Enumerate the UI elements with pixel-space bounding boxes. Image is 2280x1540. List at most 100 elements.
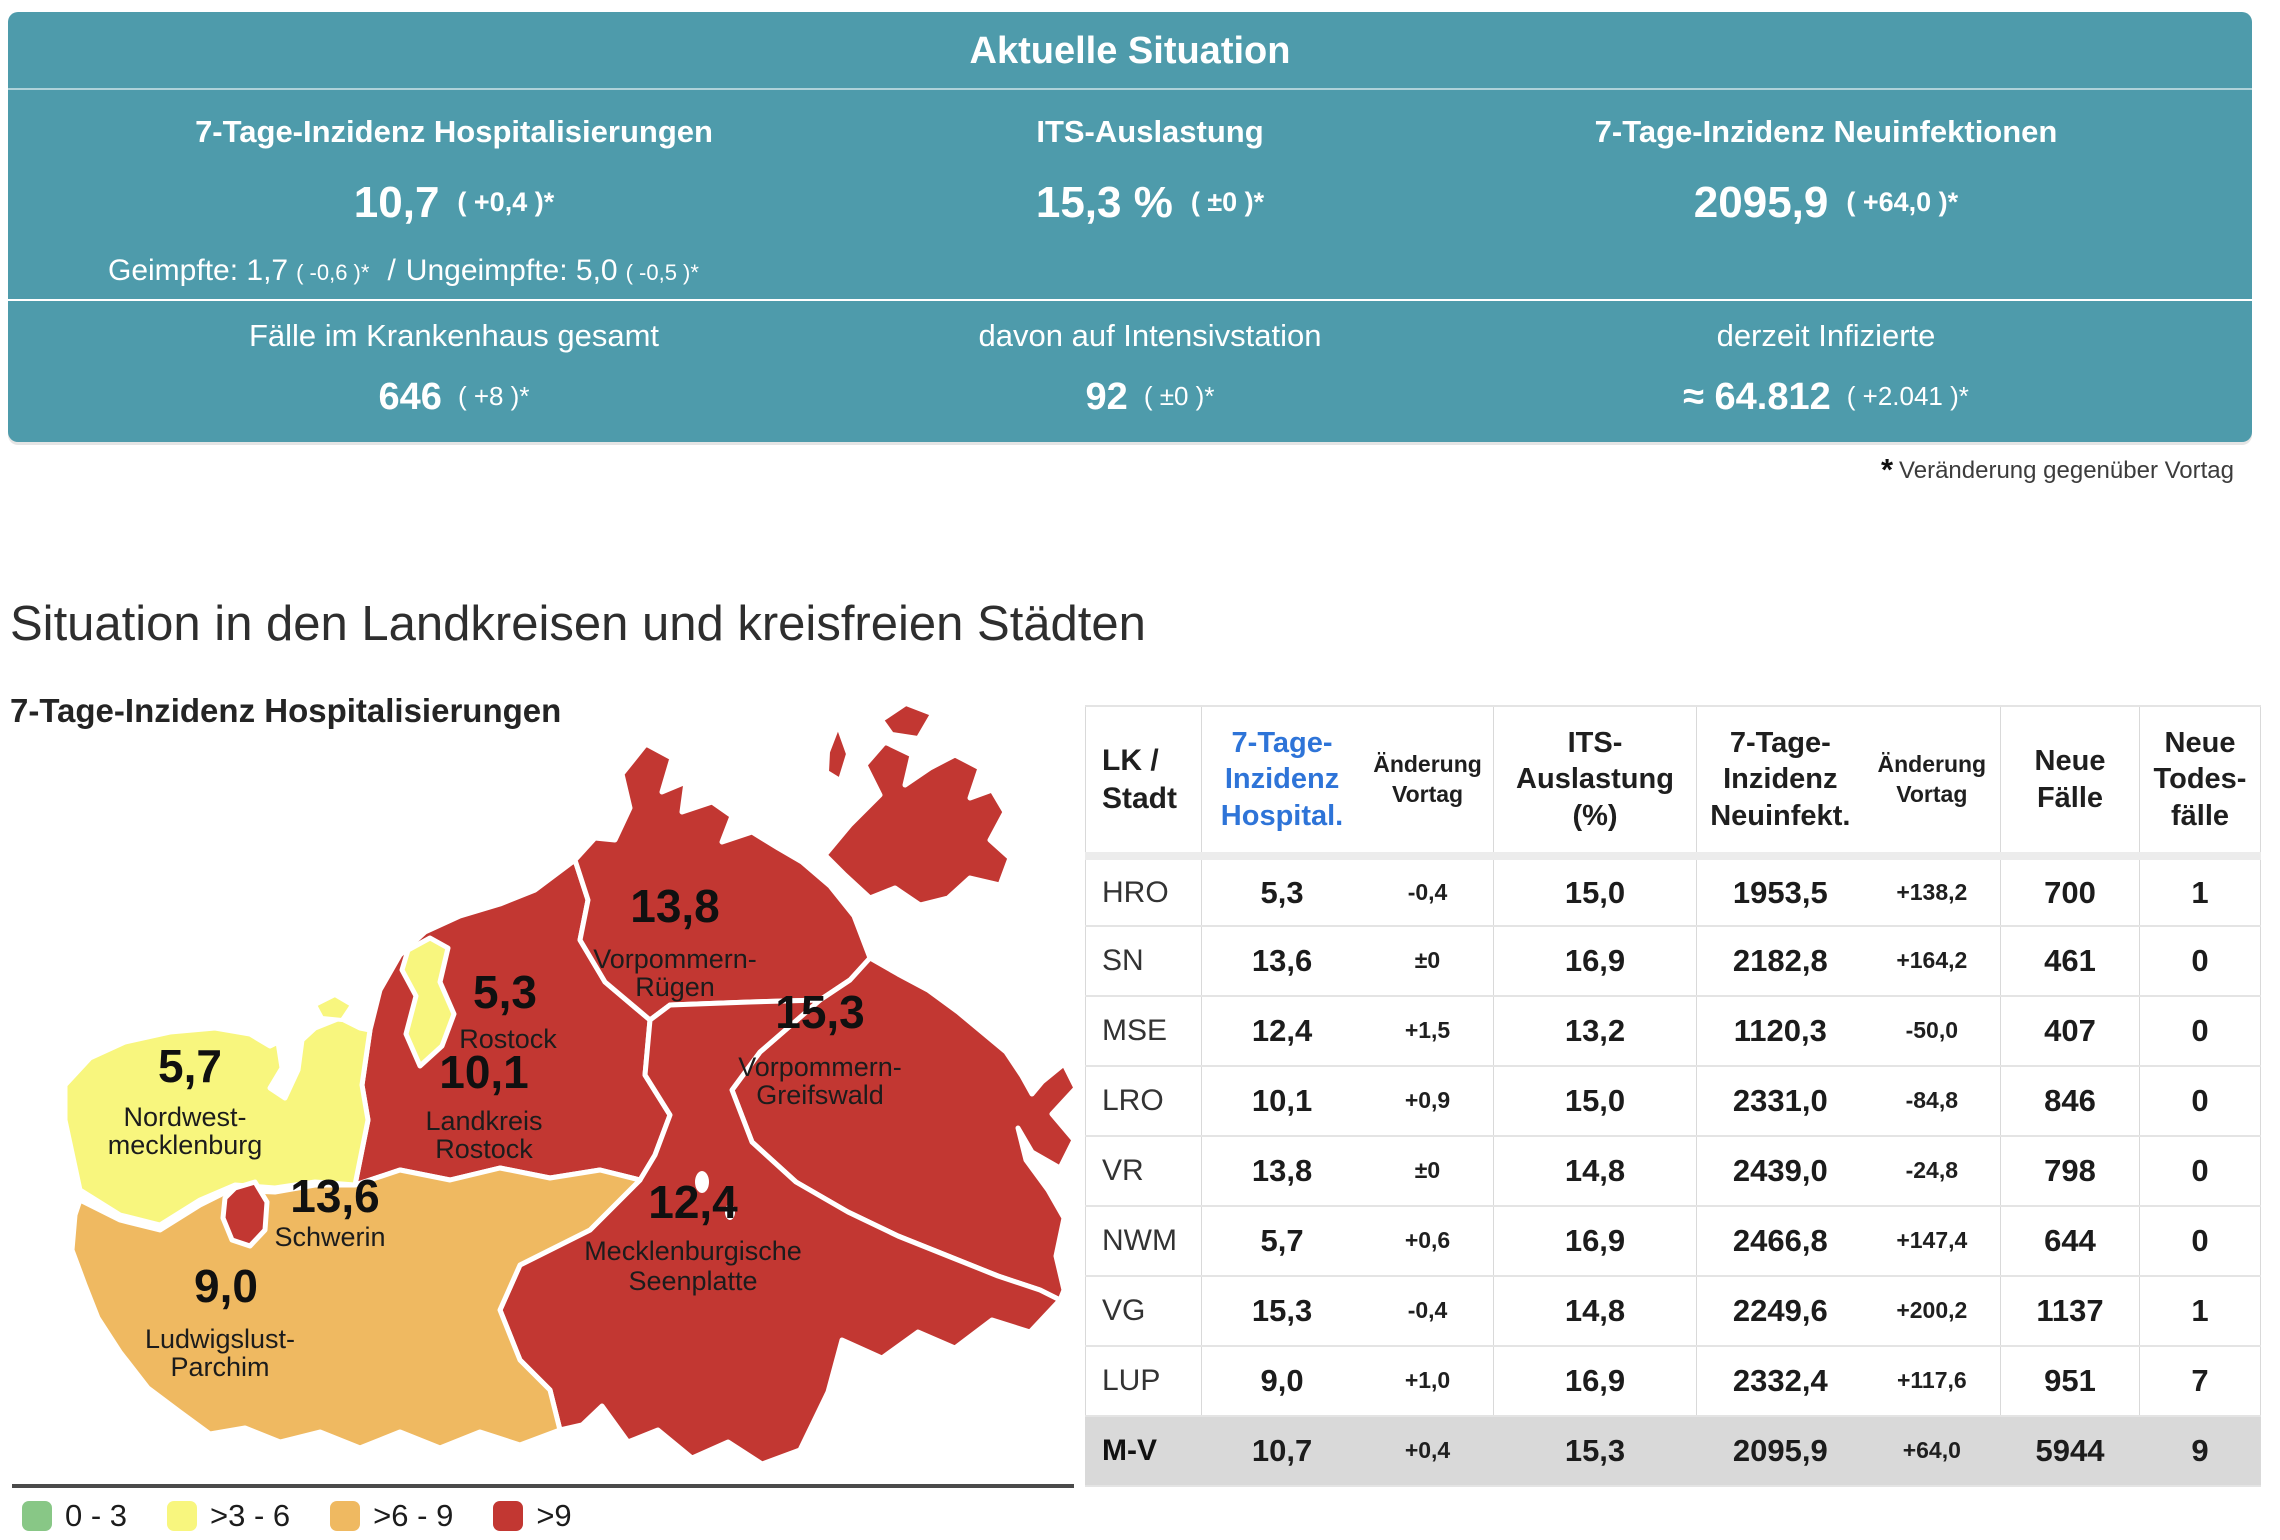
cell-hospital-incidence: 9,0 bbox=[1260, 1363, 1304, 1398]
stat-value: 2095,9 bbox=[1693, 178, 1829, 227]
cell-region: NWM bbox=[1085, 1205, 1202, 1277]
cell-new-cases: 461 bbox=[2000, 925, 2140, 997]
cell-newinfection-incidence: 2466,8 bbox=[1732, 1223, 1828, 1258]
footnote: * Veränderung gegenüber Vortag bbox=[1881, 452, 2234, 488]
table-row: HRO 5,3 -0,4 15,0 1953,5 +138,2 700 1 bbox=[1085, 855, 2261, 927]
table-row: VG 15,3 -0,4 14,8 2249,6 +200,2 1137 1 bbox=[1085, 1275, 2261, 1347]
map-name-line: Landkreis bbox=[425, 1106, 542, 1136]
header-change-prev-day: Änderung Vortag bbox=[1877, 750, 1987, 807]
lake-mueritz bbox=[695, 1171, 709, 1193]
cell-hospital-change: +1,5 bbox=[1404, 1017, 1451, 1044]
table-row: VR 13,8 ±0 14,8 2439,0 -24,8 798 0 bbox=[1085, 1135, 2261, 1207]
map-name-line: mecklenburg bbox=[108, 1130, 263, 1160]
cell-hospital-incidence: 15,3 bbox=[1251, 1293, 1313, 1328]
cell-newinfection-change: -50,0 bbox=[1905, 1017, 1959, 1044]
lake-small bbox=[725, 1204, 735, 1220]
unvaccinated-value: Ungeimpfte: 5,0 bbox=[405, 254, 618, 287]
cell-hospital-incidence: 12,4 bbox=[1251, 1013, 1313, 1048]
current-situation-banner: Aktuelle Situation 7-Tage-Inzidenz Hospi… bbox=[8, 12, 2252, 442]
stat-icu-occupancy: ITS-Auslastung 15,3 % ( ±0 )* bbox=[900, 100, 1400, 288]
stat-newinfection-incidence: 7-Tage-Inzidenz Neuinfektionen 2095,9 ( +… bbox=[1400, 100, 2252, 288]
cell-newinfection-change: +138,2 bbox=[1896, 878, 1968, 905]
vaccinated-breakdown: Geimpfte: 1,7 ( -0,6 )* / Ungeimpfte: 5,0 ( … bbox=[8, 254, 900, 288]
stat-change: ( ±0 )* bbox=[1143, 381, 1215, 411]
table-row: LRO 10,1 +0,9 15,0 2331,0 -84,8 846 0 bbox=[1085, 1065, 2261, 1137]
cell-newinfection-incidence: 2249,6 bbox=[1732, 1293, 1828, 1328]
stat-value: 92 bbox=[1085, 376, 1128, 418]
header-hospital-incidence: 7-Tage- Inzidenz Hospital. Änderung Vort… bbox=[1201, 705, 1494, 860]
map-legend: 0 - 3 >3 - 6 >6 - 9 >9 bbox=[22, 1498, 612, 1534]
stat-change: ( +0,4 )* bbox=[457, 187, 555, 217]
cell-newinfection-change: +200,2 bbox=[1896, 1297, 1968, 1324]
header-new-cases: Neue Fälle bbox=[2000, 705, 2140, 860]
cell-newinfection-incidence: 2095,9 bbox=[1732, 1433, 1828, 1468]
cell-newinfection-change: +117,6 bbox=[1896, 1367, 1967, 1394]
cell-hospital-change: +0,6 bbox=[1404, 1227, 1451, 1254]
map-name-line: Vorpommern- bbox=[593, 944, 757, 974]
map-name-line: Rostock bbox=[435, 1134, 533, 1164]
cell-icu: 15,3 bbox=[1493, 1415, 1697, 1487]
map-name-line: Nordwest- bbox=[123, 1102, 246, 1132]
map-value-landkreis-rostock: 10,1 bbox=[439, 1046, 529, 1098]
map-name-line: Schwerin bbox=[274, 1222, 385, 1252]
cell-newinfection-incidence: 1953,5 bbox=[1732, 874, 1828, 910]
cell-hospital-change: -0,4 bbox=[1407, 878, 1448, 905]
legend-swatch-green bbox=[22, 1501, 52, 1531]
mv-district-map: 13,8 Vorpommern- Rügen 5,3 Rostock 15,3 … bbox=[62, 702, 1079, 1467]
vaccinated-value: Geimpfte: 1,7 bbox=[108, 254, 289, 287]
legend-label: >6 - 9 bbox=[373, 1498, 454, 1533]
legend-label: 0 - 3 bbox=[65, 1498, 128, 1533]
map-value-ludwigslust-parchim: 9,0 bbox=[194, 1260, 258, 1312]
map-value-seenplatte: 12,4 bbox=[648, 1176, 738, 1228]
section-title: Situation in den Landkreisen und kreisfr… bbox=[10, 597, 1146, 651]
cell-hospital-change: ±0 bbox=[1414, 947, 1441, 974]
cell-icu: 16,9 bbox=[1493, 1205, 1697, 1277]
cell-hospital-incidence: 5,7 bbox=[1260, 1223, 1304, 1258]
map-title: 7-Tage-Inzidenz Hospitalisierungen bbox=[10, 692, 562, 729]
map-value-rostock: 5,3 bbox=[473, 966, 537, 1018]
cell-newinfection-change: +64,0 bbox=[1902, 1437, 1961, 1464]
map-name-line: Mecklenburgische bbox=[584, 1236, 802, 1266]
cell-newinfection-incidence: 2332,4 bbox=[1732, 1363, 1828, 1398]
cell-region: VR bbox=[1085, 1135, 1202, 1207]
cell-icu: 14,8 bbox=[1493, 1275, 1697, 1347]
region-wittow-islet bbox=[880, 702, 934, 740]
cell-new-deaths: 1 bbox=[2139, 855, 2261, 927]
stat-value: 10,7 bbox=[353, 178, 440, 227]
stat-hospitalization-incidence: 7-Tage-Inzidenz Hospitalisierungen 10,7 (… bbox=[8, 100, 900, 288]
cell-new-cases: 700 bbox=[2000, 855, 2140, 927]
legend-swatch-red bbox=[493, 1501, 524, 1531]
cell-icu: 14,8 bbox=[1493, 1135, 1697, 1207]
stat-change: ( +8 )* bbox=[457, 381, 530, 411]
banner-top-stats: 7-Tage-Inzidenz Hospitalisierungen 10,7 (… bbox=[8, 100, 2252, 288]
footnote-asterisk: * bbox=[1880, 452, 1894, 487]
cell-region: HRO bbox=[1085, 855, 1202, 927]
legend-swatch-yellow bbox=[167, 1501, 198, 1531]
map-value-schwerin: 13,6 bbox=[290, 1170, 380, 1222]
banner-bottom-stats: Fälle im Krankenhaus gesamt 646 ( +8 )* d… bbox=[8, 308, 2252, 419]
cell-icu: 16,9 bbox=[1493, 1345, 1697, 1417]
cell-hospital-change: ±0 bbox=[1414, 1157, 1441, 1184]
header-icu-occupancy: ITS- Auslastung (%) bbox=[1493, 705, 1697, 860]
map-value-nordwestmecklenburg: 5,7 bbox=[158, 1040, 222, 1092]
stat-change: ( +2.041 )* bbox=[1846, 381, 1969, 411]
cell-new-cases: 644 bbox=[2000, 1205, 2140, 1277]
cell-new-deaths: 7 bbox=[2139, 1345, 2261, 1417]
legend-divider bbox=[12, 1484, 1074, 1488]
cell-icu: 13,2 bbox=[1493, 995, 1697, 1067]
cell-new-cases: 846 bbox=[2000, 1065, 2140, 1137]
header-change-prev-day: Änderung Vortag bbox=[1373, 750, 1482, 807]
unvaccinated-change: ( -0,5 )* bbox=[625, 260, 699, 285]
region-schwerin bbox=[220, 1179, 270, 1249]
stat-change: ( +64,0 )* bbox=[1846, 187, 1959, 217]
region-ruegen-island bbox=[822, 739, 1013, 908]
stat-label: ITS-Auslastung bbox=[1036, 114, 1264, 149]
district-table: LK / Stadt 7-Tage- Inzidenz Hospital. Än… bbox=[1085, 705, 2261, 1487]
cell-new-deaths: 0 bbox=[2139, 995, 2261, 1067]
cell-newinfection-change: -24,8 bbox=[1905, 1157, 1959, 1184]
map-value-vorpommern-ruegen: 13,8 bbox=[630, 880, 720, 932]
map-name-line: Greifswald bbox=[756, 1080, 884, 1110]
map-name-line: Ludwigslust- bbox=[145, 1324, 295, 1354]
region-rostock-city bbox=[399, 935, 457, 1069]
